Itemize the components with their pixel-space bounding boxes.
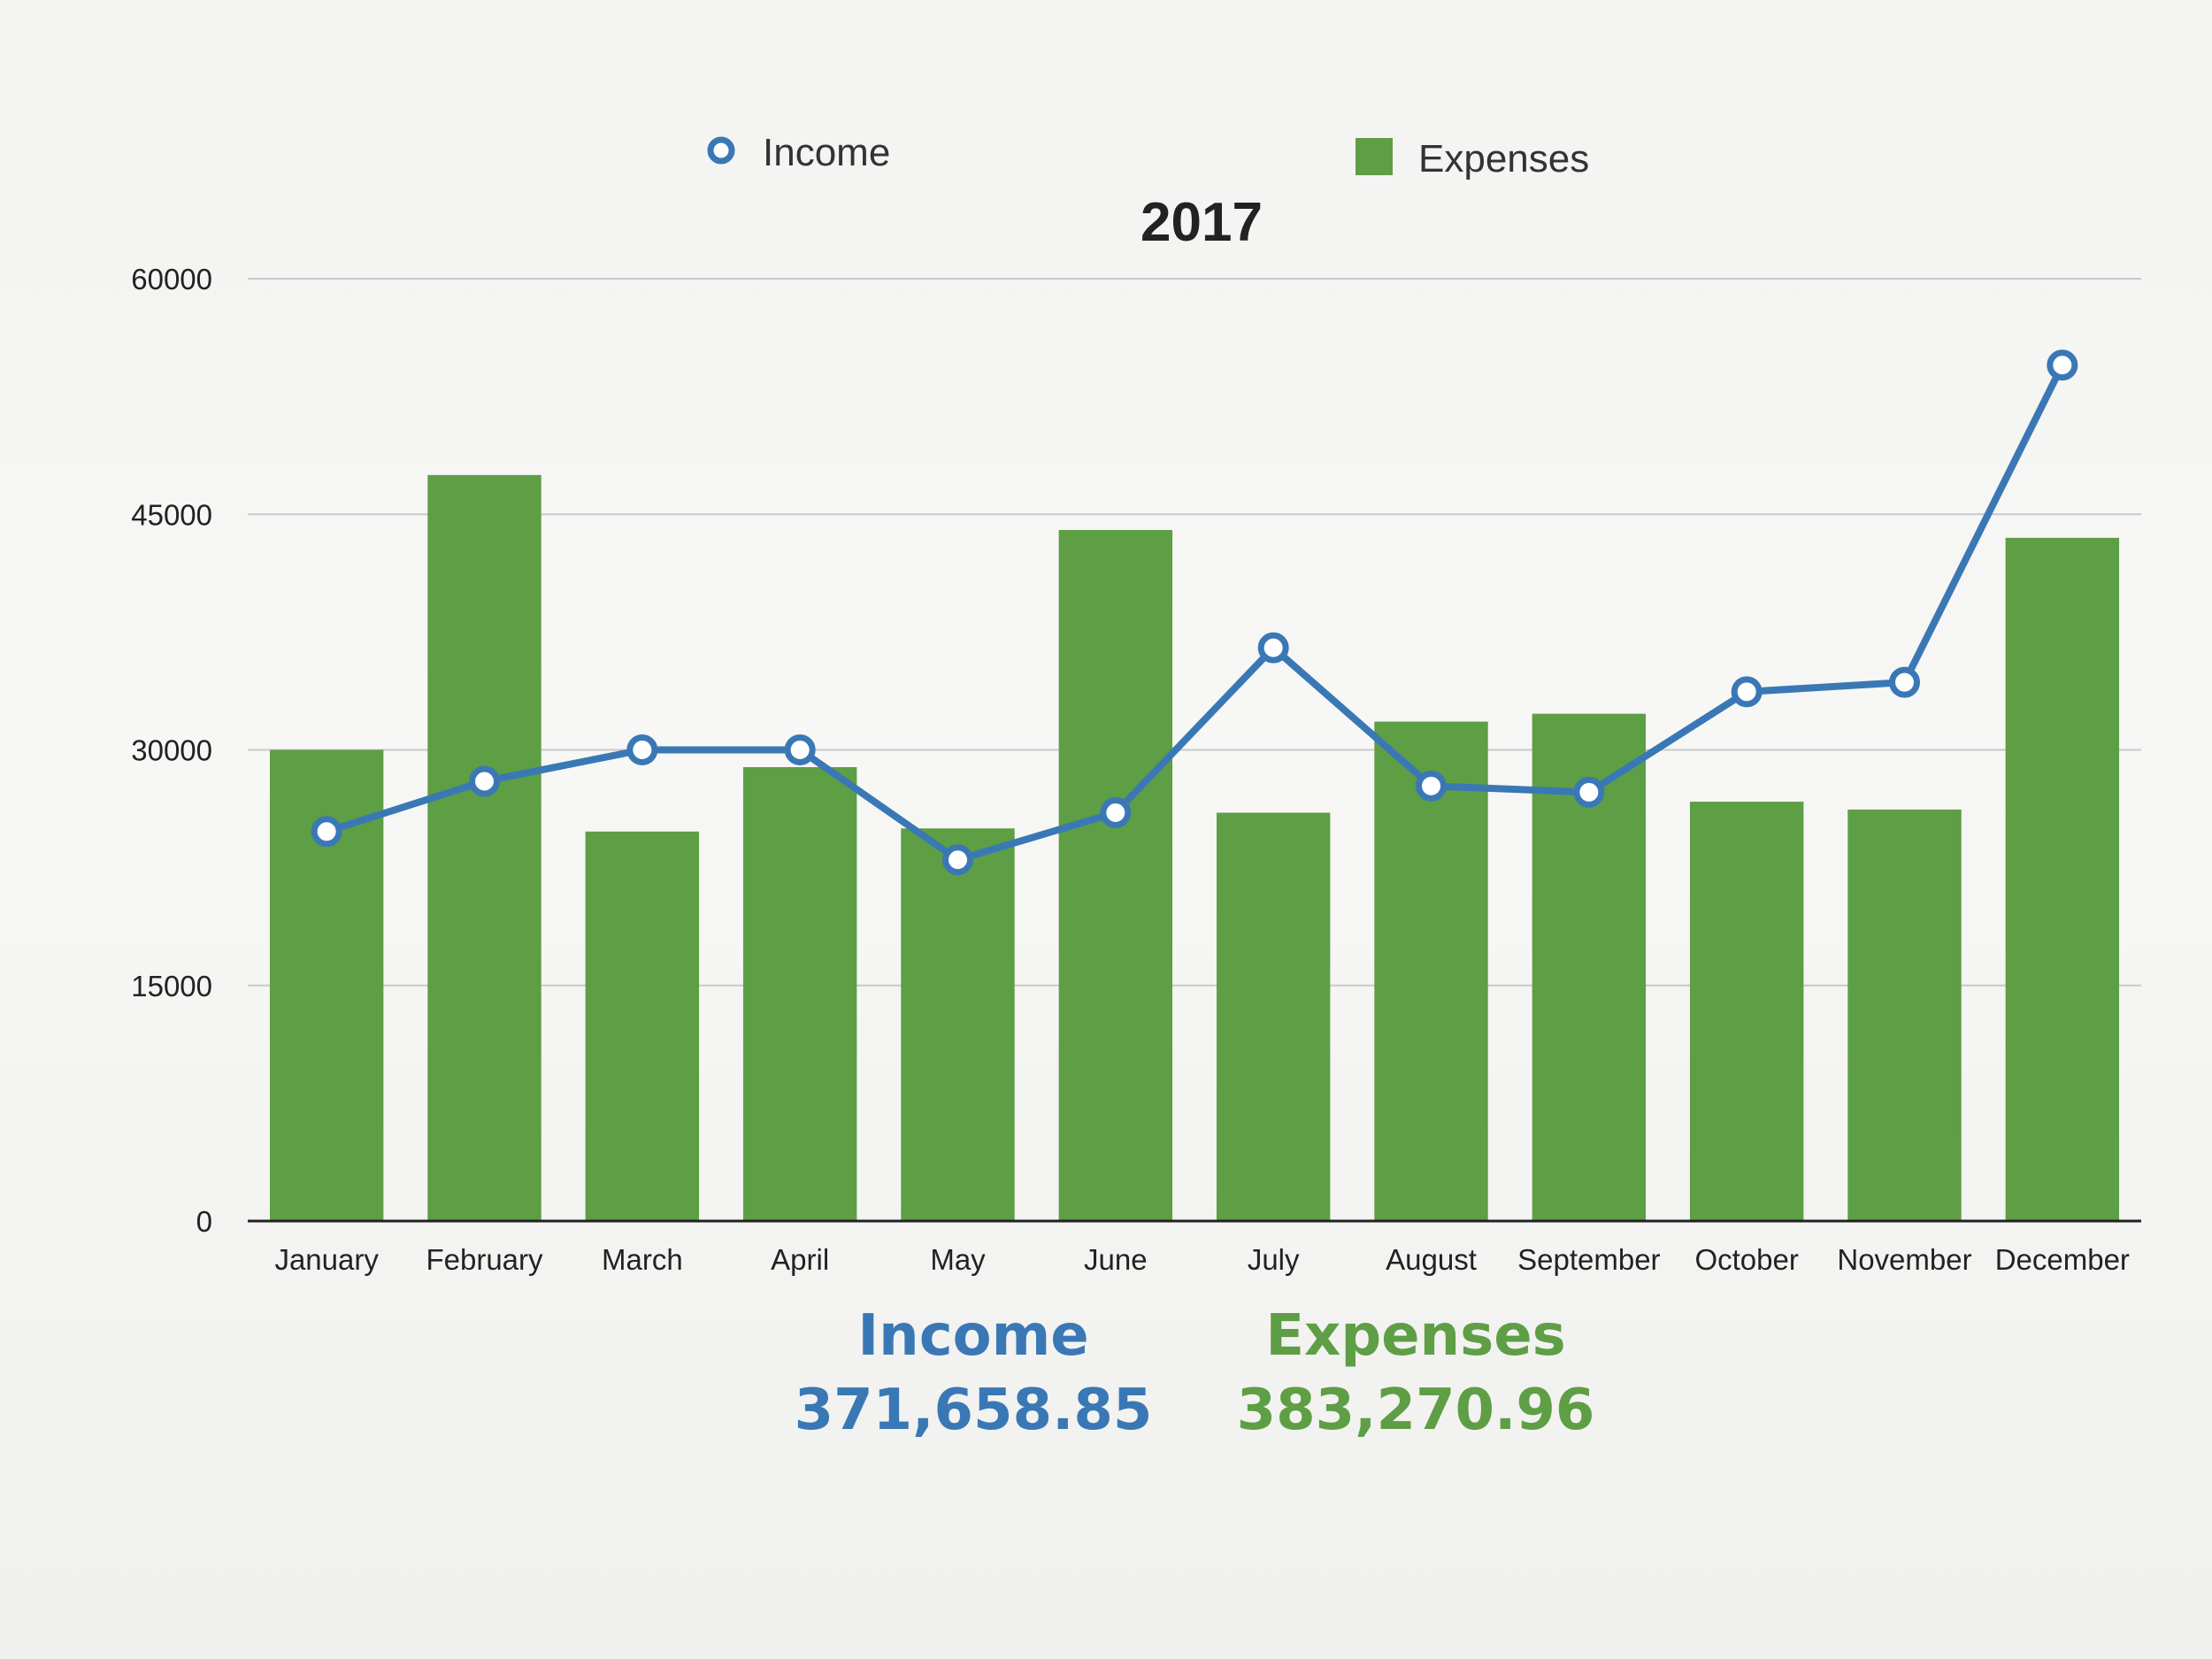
income-point xyxy=(469,765,500,797)
chart-title: 2017 xyxy=(1141,192,1263,253)
expenses-bar xyxy=(1216,812,1331,1221)
expenses-bar xyxy=(742,767,857,1221)
x-tick-label: July xyxy=(1248,1243,1300,1276)
y-tick-label: 15000 xyxy=(131,970,212,1002)
y-tick-label: 45000 xyxy=(131,498,212,531)
expenses-bar xyxy=(1847,809,1962,1221)
x-tick-label: April xyxy=(771,1243,829,1276)
expenses-total-label: Expenses xyxy=(1265,1303,1566,1369)
income-point xyxy=(1889,666,1920,698)
expenses-bar xyxy=(2005,537,2120,1221)
expenses-bar xyxy=(1058,530,1173,1221)
x-tick-label: October xyxy=(1694,1243,1798,1276)
expenses-total: Expenses 383,270.96 xyxy=(1221,1299,1610,1448)
legend: Income Expenses xyxy=(707,131,1589,180)
x-axis-month-labels: January February March April May June July Augu… xyxy=(274,1243,2129,1276)
income-point xyxy=(784,734,816,765)
income-total-label: Income xyxy=(857,1303,1089,1369)
legend-expenses-marker xyxy=(1356,138,1393,175)
x-tick-label: February xyxy=(426,1243,543,1276)
income-point xyxy=(1257,632,1289,664)
x-tick-label: January xyxy=(274,1243,379,1276)
expenses-bar xyxy=(901,828,1015,1221)
expenses-total-value: 383,270.96 xyxy=(1236,1378,1595,1443)
x-tick-label: August xyxy=(1386,1243,1477,1276)
x-tick-label: March xyxy=(602,1243,683,1276)
y-tick-label: 30000 xyxy=(131,734,212,767)
income-total: Income 371,658.85 xyxy=(779,1299,1168,1448)
income-point xyxy=(1573,776,1605,808)
expenses-bar xyxy=(585,831,700,1221)
income-point xyxy=(942,844,973,876)
income-point xyxy=(2047,349,2078,381)
x-tick-label: November xyxy=(1837,1243,1971,1276)
y-tick-label: 0 xyxy=(196,1205,212,1238)
x-tick-label: May xyxy=(930,1243,986,1276)
legend-expenses-label: Expenses xyxy=(1418,137,1589,180)
income-point xyxy=(1416,770,1447,802)
income-series-line xyxy=(325,363,2066,864)
expenses-bars xyxy=(269,474,2120,1221)
y-tick-label: 60000 xyxy=(131,263,212,296)
income-point xyxy=(1731,676,1763,708)
y-axis-tick-labels: 0 15000 30000 45000 60000 xyxy=(131,263,212,1238)
income-point xyxy=(311,816,342,848)
income-point xyxy=(626,734,658,765)
income-total-value: 371,658.85 xyxy=(794,1378,1153,1443)
x-tick-label: June xyxy=(1084,1243,1148,1276)
x-tick-label: September xyxy=(1517,1243,1660,1276)
legend-income-label: Income xyxy=(763,131,890,174)
income-line xyxy=(311,349,2078,876)
gridlines xyxy=(248,278,2141,987)
expenses-bar xyxy=(1374,721,1488,1221)
expenses-bar xyxy=(427,474,541,1221)
income-point xyxy=(1100,797,1132,828)
x-tick-label: December xyxy=(1995,1243,2130,1276)
expenses-bar xyxy=(1689,802,1804,1221)
legend-income-marker xyxy=(707,136,735,165)
